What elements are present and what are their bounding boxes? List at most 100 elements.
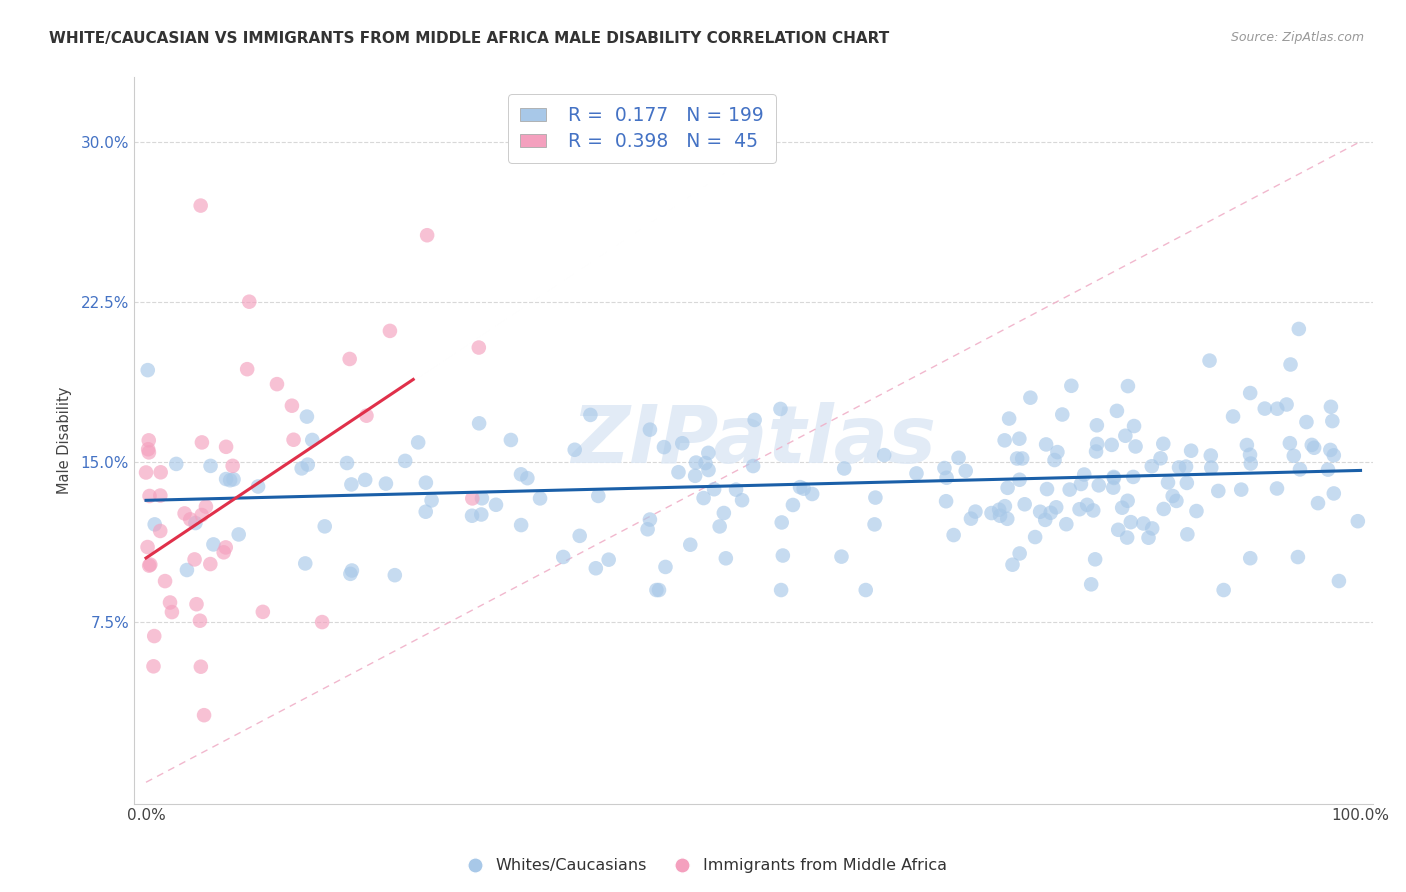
Point (212, 545, 235, 559)
Point (703, 482, 725, 496)
Point (499, 433, 522, 447)
Point (948, 450, 970, 465)
Point (1014, 497, 1036, 511)
Point (1212, 582, 1234, 597)
Point (1306, 496, 1329, 510)
Point (1084, 552, 1107, 566)
Legend: Whites/Caucasians, Immigrants from Middle Africa: Whites/Caucasians, Immigrants from Middl… (453, 852, 953, 880)
Point (1317, 463, 1340, 477)
Point (1322, 414, 1344, 428)
Point (138, 558, 160, 573)
Point (1035, 437, 1057, 451)
Point (470, 508, 492, 522)
Point (1137, 531, 1160, 545)
Point (1102, 471, 1125, 485)
Point (1114, 428, 1136, 442)
Point (1222, 409, 1244, 424)
Point (1153, 502, 1175, 516)
Point (770, 516, 793, 530)
Point (1070, 477, 1092, 491)
Point (1001, 558, 1024, 572)
Point (143, 517, 166, 532)
Point (772, 549, 794, 563)
Point (1008, 473, 1031, 487)
Point (415, 475, 437, 490)
Point (188, 614, 211, 628)
Legend:   R =  0.177   N = 199,   R =  0.398   N =  45: R = 0.177 N = 199, R = 0.398 N = 45 (508, 94, 776, 163)
Point (510, 518, 533, 533)
Text: ZIPatlas: ZIPatlas (571, 401, 936, 480)
Point (183, 552, 205, 566)
Point (138, 445, 160, 459)
Point (588, 489, 610, 503)
Point (1085, 418, 1108, 433)
Point (905, 467, 928, 481)
Point (1039, 506, 1062, 520)
Point (186, 597, 208, 611)
Point (340, 564, 363, 578)
Point (1319, 442, 1341, 457)
Point (960, 511, 983, 525)
Point (830, 549, 852, 564)
Point (136, 442, 159, 457)
Point (1239, 386, 1261, 401)
Point (1152, 437, 1174, 451)
Point (654, 560, 676, 574)
Text: WHITE/CAUCASIAN VS IMMIGRANTS FROM MIDDLE AFRICA MALE DISABILITY CORRELATION CHA: WHITE/CAUCASIAN VS IMMIGRANTS FROM MIDDL… (49, 31, 890, 46)
Point (1102, 481, 1125, 495)
Point (339, 351, 361, 366)
Point (697, 463, 720, 477)
Point (744, 413, 766, 427)
Point (416, 228, 439, 243)
Point (191, 435, 214, 450)
Point (336, 456, 359, 470)
Point (1111, 500, 1133, 515)
Point (1076, 498, 1098, 512)
Point (200, 458, 222, 473)
Point (301, 433, 323, 447)
Point (1140, 521, 1163, 535)
Point (252, 605, 274, 619)
Point (955, 464, 977, 478)
Point (184, 516, 207, 530)
Point (468, 417, 491, 431)
Point (1286, 549, 1309, 564)
Point (782, 498, 804, 512)
Point (865, 491, 887, 505)
Point (1295, 415, 1317, 429)
Point (1116, 379, 1139, 393)
Point (637, 522, 659, 536)
Point (553, 549, 575, 564)
Point (679, 538, 702, 552)
Point (863, 517, 886, 532)
Point (709, 519, 731, 533)
Point (1265, 401, 1288, 416)
Point (1046, 445, 1069, 459)
Point (638, 423, 661, 437)
Point (190, 659, 212, 673)
Point (149, 524, 172, 538)
Point (394, 454, 416, 468)
Point (1157, 475, 1180, 490)
Point (568, 529, 591, 543)
Point (1180, 443, 1202, 458)
Point (281, 399, 304, 413)
Point (980, 506, 1002, 520)
Point (1175, 527, 1198, 541)
Point (1069, 502, 1091, 516)
Point (1282, 449, 1305, 463)
Point (291, 461, 314, 475)
Point (1029, 505, 1052, 519)
Point (998, 411, 1021, 425)
Point (136, 540, 159, 554)
Point (159, 595, 181, 609)
Point (143, 629, 166, 643)
Point (468, 341, 491, 355)
Point (988, 502, 1011, 516)
Point (1288, 322, 1310, 336)
Point (652, 440, 675, 454)
Point (1054, 517, 1077, 532)
Point (1320, 400, 1343, 414)
Point (1185, 504, 1208, 518)
Point (228, 527, 250, 541)
